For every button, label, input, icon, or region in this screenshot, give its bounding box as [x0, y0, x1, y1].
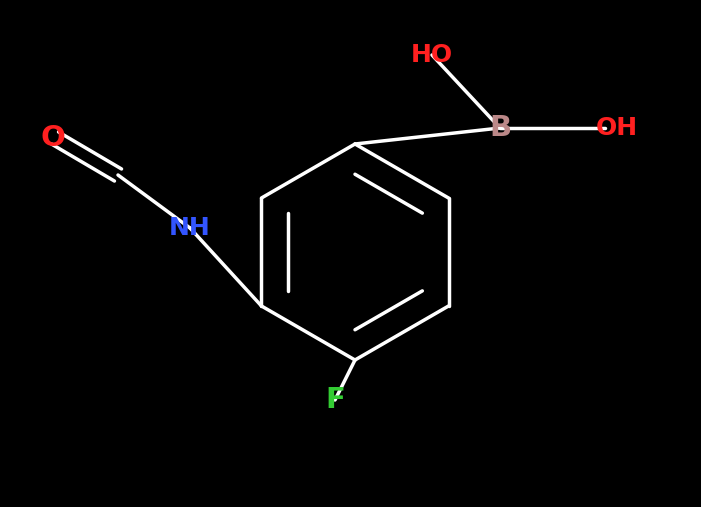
Text: OH: OH	[596, 116, 638, 140]
Text: F: F	[325, 386, 345, 414]
Text: B: B	[489, 114, 511, 142]
Text: NH: NH	[169, 216, 211, 240]
Text: O: O	[41, 124, 65, 152]
Text: HO: HO	[411, 43, 453, 67]
